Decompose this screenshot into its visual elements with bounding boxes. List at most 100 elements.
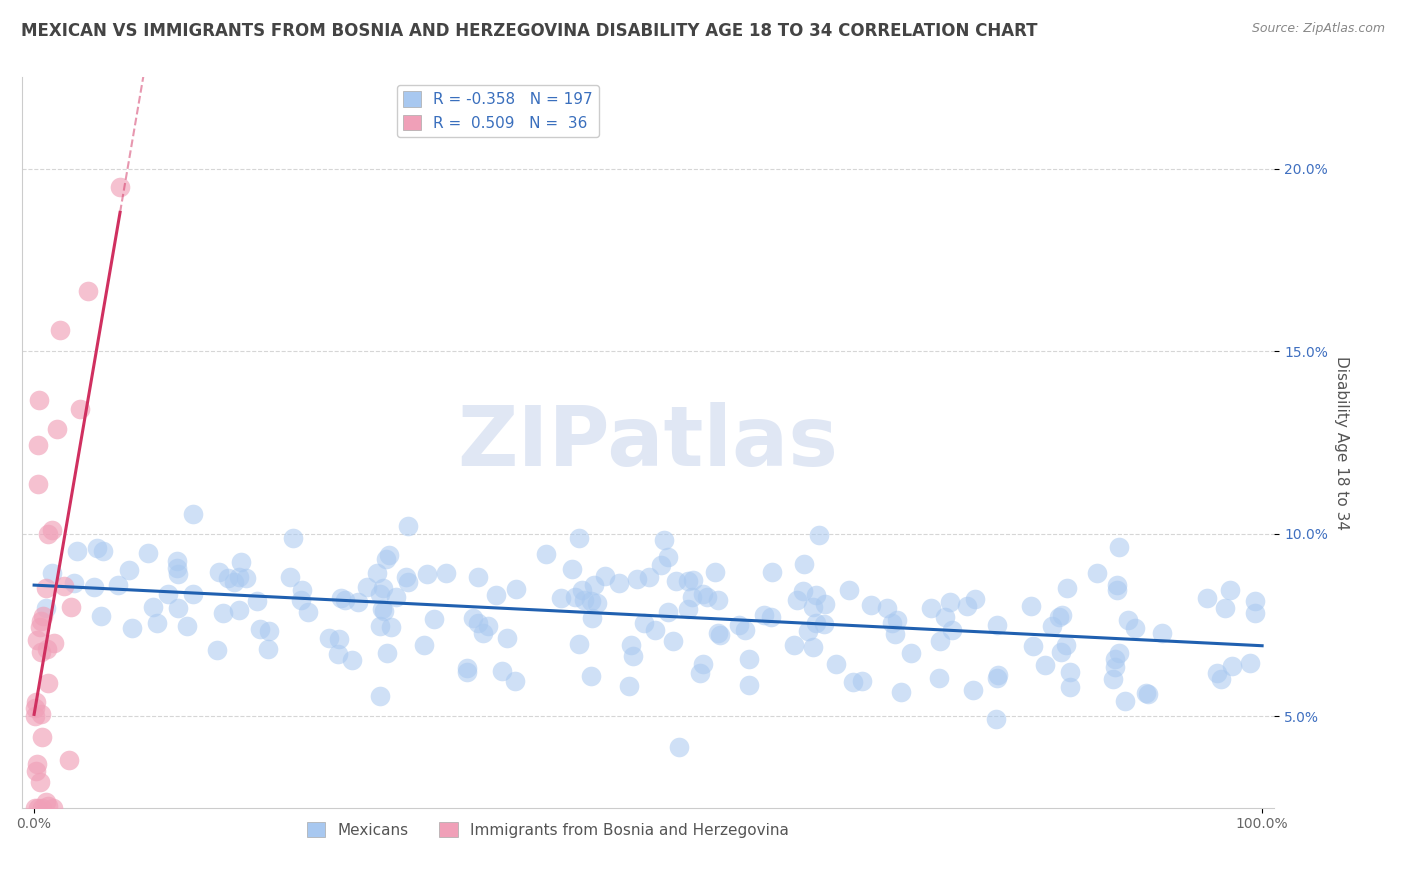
Point [1108,540,1130,554]
Point [66,543,89,558]
Point [231,555,253,569]
Point [886,614,908,628]
Point [884,627,907,641]
Point [842,675,865,690]
Point [963,591,986,606]
Point [375,646,398,660]
Point [146,616,169,631]
Point [920,601,942,615]
Point [572,593,595,607]
Point [1116,613,1139,627]
Point [257,641,280,656]
Point [53,579,76,593]
Point [503,674,526,689]
Point [536,547,558,561]
Point [593,569,616,583]
Point [330,591,353,605]
Point [461,611,484,625]
Point [384,591,406,605]
Point [117,563,139,577]
Point [564,590,586,604]
Point [890,685,912,699]
Point [257,624,280,638]
Point [1040,618,1063,632]
Point [657,605,679,619]
Point [368,587,391,601]
Point [1123,621,1146,635]
Point [682,573,704,587]
Point [434,566,457,581]
Point [1054,639,1077,653]
Point [208,565,231,579]
Point [166,601,188,615]
Point [328,632,350,646]
Point [692,587,714,601]
Point [69,402,91,417]
Point [166,561,188,575]
Point [27,757,49,772]
Point [793,557,815,571]
Point [27,476,49,491]
Point [467,615,489,630]
Y-axis label: Disability Age 18 to 34: Disability Age 18 to 34 [1334,356,1348,530]
Point [786,593,808,607]
Point [477,619,499,633]
Point [347,595,370,609]
Point [1239,657,1261,671]
Point [1114,694,1136,708]
Point [801,599,824,614]
Point [620,639,643,653]
Point [37,676,59,690]
Point [568,531,591,545]
Point [734,623,756,637]
Point [166,554,188,568]
Point [41,566,63,581]
Point [235,571,257,585]
Point [107,578,129,592]
Point [709,628,731,642]
Point [579,593,602,607]
Point [395,570,418,584]
Point [626,572,648,586]
Point [46,421,69,435]
Point [696,590,718,604]
Point [156,586,179,600]
Point [42,801,65,815]
Point [86,541,108,555]
Point [142,599,165,614]
Point [761,565,783,579]
Point [24,801,46,815]
Point [1019,599,1042,613]
Point [44,636,66,650]
Point [333,592,356,607]
Point [929,633,952,648]
Legend: Mexicans, Immigrants from Bosnia and Herzegovina: Mexicans, Immigrants from Bosnia and Her… [301,815,794,844]
Point [35,795,58,809]
Point [1107,582,1129,597]
Point [377,548,399,562]
Point [297,606,319,620]
Point [467,570,489,584]
Point [31,801,53,815]
Point [801,640,824,654]
Point [956,599,979,613]
Point [374,552,396,566]
Point [676,602,699,616]
Point [568,636,591,650]
Point [25,764,48,778]
Point [24,709,46,723]
Point [796,624,818,639]
Point [838,583,860,598]
Point [1195,591,1218,606]
Point [90,608,112,623]
Point [318,632,340,646]
Point [986,671,1008,685]
Point [91,544,114,558]
Point [654,533,676,548]
Point [356,580,378,594]
Point [246,593,269,607]
Point [422,612,444,626]
Point [1022,639,1045,653]
Point [689,665,711,680]
Point [1213,600,1236,615]
